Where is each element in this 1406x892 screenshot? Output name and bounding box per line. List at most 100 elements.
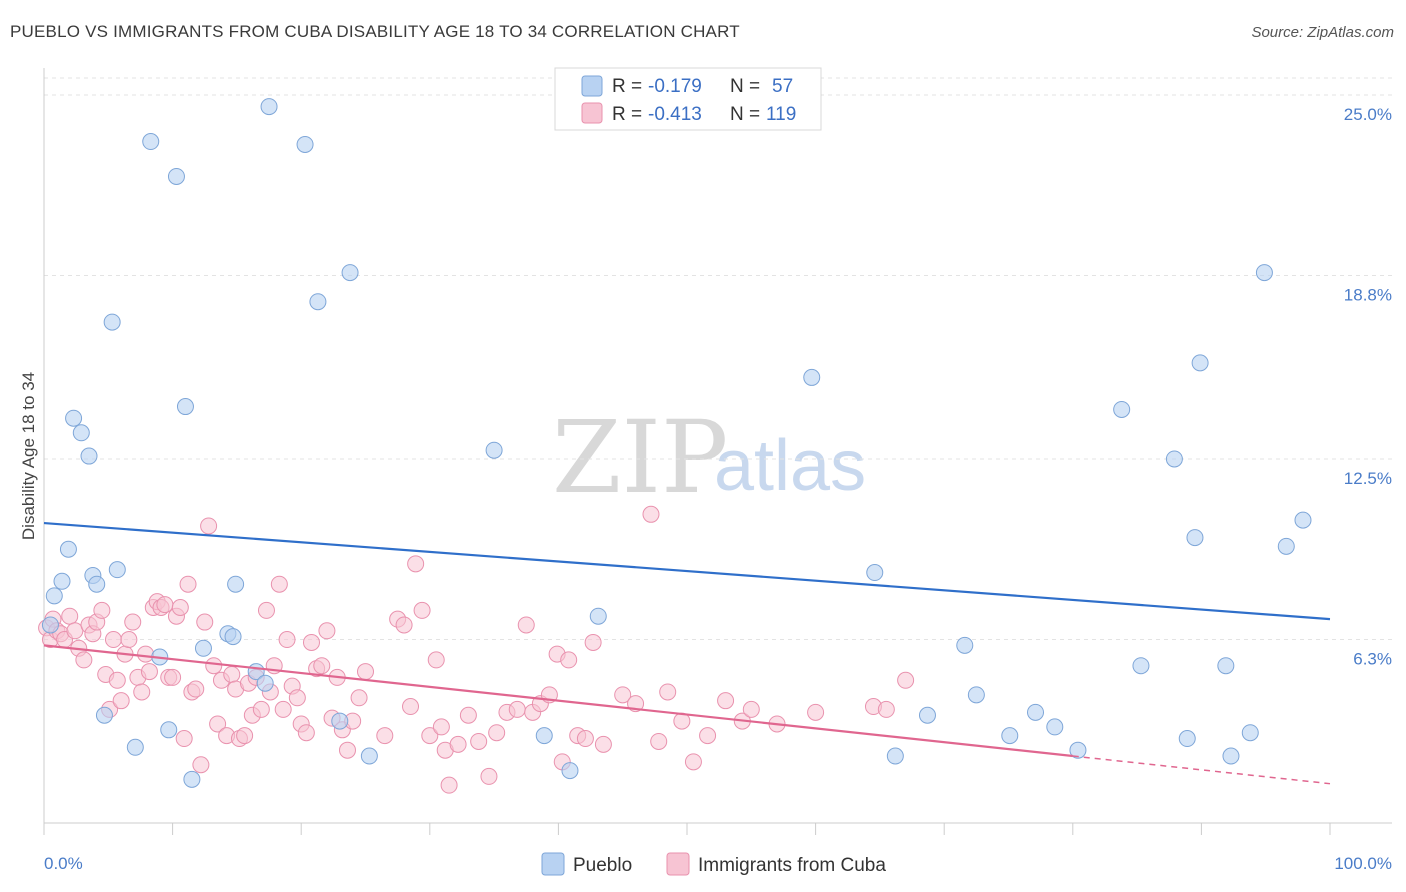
- cuba-point: [440, 776, 458, 794]
- legend-r-value-cuba: -0.413: [648, 104, 702, 125]
- cuba-point: [338, 741, 356, 759]
- cuba-point: [395, 616, 413, 634]
- cuba-point: [257, 601, 275, 619]
- cuba-point: [560, 651, 578, 669]
- pueblo-point: [1217, 657, 1235, 675]
- cuba-point: [223, 665, 241, 683]
- pueblo-point: [142, 133, 160, 151]
- legend-r-label-cuba: R =: [612, 104, 642, 125]
- pueblo-point: [1294, 511, 1312, 529]
- x-axis-ticks: [43, 823, 1331, 835]
- pueblo-point: [309, 293, 327, 311]
- pueblo-point: [53, 572, 71, 590]
- cuba-point: [192, 756, 210, 774]
- pueblo-point: [1069, 741, 1087, 759]
- cuba-point: [112, 692, 130, 710]
- pueblo-point: [1113, 400, 1131, 418]
- cuba-point: [432, 718, 450, 736]
- trend-lines: [43, 521, 1331, 785]
- y-tick-label: 25.0%: [1344, 105, 1392, 124]
- watermark-zip: ZIP: [552, 399, 728, 516]
- cuba-point: [209, 715, 227, 733]
- cuba-point: [156, 596, 174, 614]
- pueblo-point: [45, 587, 63, 605]
- cuba-point: [75, 651, 93, 669]
- bottom-legend-swatch-pueblo: [541, 852, 565, 876]
- pueblo-point: [360, 747, 378, 765]
- pueblo-point: [65, 409, 83, 427]
- cuba-point: [659, 683, 677, 701]
- cuba-point: [270, 575, 288, 593]
- cuba-trend-line: [43, 644, 1073, 758]
- cuba-point: [897, 671, 915, 689]
- y-tick-label: 12.5%: [1344, 469, 1392, 488]
- cuba-point: [407, 555, 425, 573]
- pueblo-point: [1046, 718, 1064, 736]
- cuba-point: [421, 727, 439, 745]
- x-tick-label-max: 100.0%: [1334, 854, 1392, 873]
- cuba-point: [133, 683, 151, 701]
- legend-r-value-pueblo: -0.179: [648, 76, 702, 97]
- cuba-point: [164, 668, 182, 686]
- cuba-point: [171, 598, 189, 616]
- pueblo-point: [1001, 727, 1019, 745]
- cuba-point: [200, 517, 218, 535]
- cuba-point: [120, 631, 138, 649]
- pueblo-point: [535, 727, 553, 745]
- pueblo-points: [41, 98, 1312, 788]
- pueblo-point: [1277, 537, 1295, 555]
- cuba-point: [175, 730, 193, 748]
- cuba-point: [236, 727, 254, 745]
- bottom-legend-label-cuba: Immigrants from Cuba: [698, 855, 886, 876]
- cuba-point: [313, 657, 331, 675]
- cuba-point: [480, 767, 498, 785]
- pueblo-point: [160, 721, 178, 739]
- y-tick-label: 6.3%: [1353, 650, 1392, 669]
- cuba-point: [517, 616, 535, 634]
- cuba-point: [274, 700, 292, 718]
- grid-lines: [44, 77, 1392, 641]
- pueblo-point: [341, 264, 359, 282]
- pueblo-point: [224, 628, 242, 646]
- y-tick-labels: 6.3% 12.5% 18.8% 25.0%: [1344, 105, 1392, 669]
- pueblo-point: [561, 762, 579, 780]
- legend-n-label-cuba: N =: [730, 104, 760, 125]
- legend-swatch-pueblo: [581, 75, 603, 97]
- legend-n-value-cuba: 119: [766, 104, 796, 125]
- cuba-trend-extension: [1072, 755, 1331, 785]
- chart-title: PUEBLO VS IMMIGRANTS FROM CUBA DISABILIT…: [10, 22, 740, 41]
- pueblo-point: [126, 738, 144, 756]
- cuba-points: [38, 505, 915, 794]
- cuba-point: [278, 631, 296, 649]
- cuba-point: [350, 689, 368, 707]
- bottom-legend-label-pueblo: Pueblo: [573, 855, 632, 876]
- cuba-point: [488, 724, 506, 742]
- cuba-point: [376, 727, 394, 745]
- pueblo-point: [918, 706, 936, 724]
- bottom-legend-swatch-cuba: [666, 852, 690, 876]
- cuba-point: [699, 727, 717, 745]
- watermark-atlas: atlas: [714, 426, 866, 506]
- cuba-point: [576, 730, 594, 748]
- cuba-point: [108, 671, 126, 689]
- pueblo-point: [260, 98, 278, 116]
- cuba-point: [642, 505, 660, 523]
- cuba-point: [413, 601, 431, 619]
- cuba-point: [104, 631, 122, 649]
- pueblo-point: [183, 770, 201, 788]
- cuba-point: [427, 651, 445, 669]
- cuba-point: [302, 633, 320, 651]
- pueblo-point: [1191, 354, 1209, 372]
- y-tick-label: 18.8%: [1344, 286, 1392, 305]
- cuba-point: [459, 706, 477, 724]
- cuba-point: [449, 735, 467, 753]
- cuba-point: [140, 663, 158, 681]
- cuba-point: [124, 613, 142, 631]
- pueblo-point: [956, 636, 974, 654]
- legend-top: R = -0.179 N = 57 R = -0.413 N = 119: [554, 67, 822, 131]
- legend-swatch-cuba: [581, 102, 603, 124]
- pueblo-point: [1132, 657, 1150, 675]
- cuba-point: [402, 698, 420, 716]
- cuba-point: [684, 753, 702, 771]
